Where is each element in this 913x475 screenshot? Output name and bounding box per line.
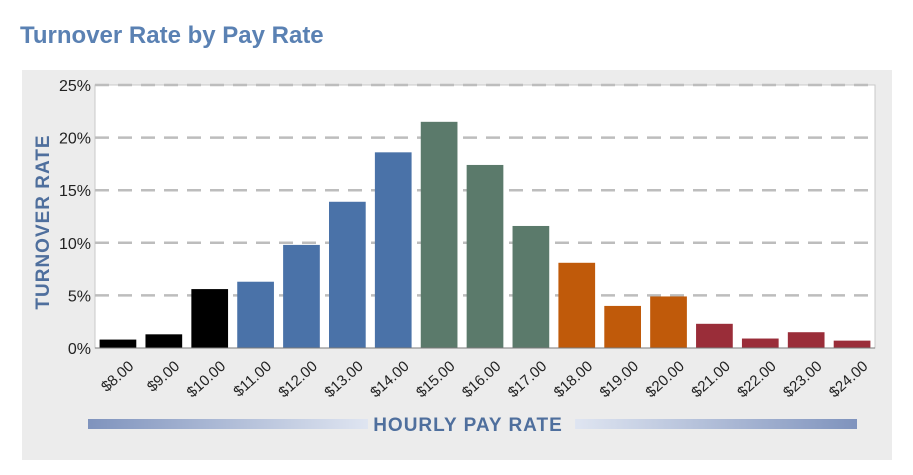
x-tick-label: $8.00 bbox=[98, 358, 137, 396]
bar bbox=[466, 164, 504, 348]
bar bbox=[741, 338, 779, 348]
bar bbox=[787, 332, 825, 348]
x-tick-label: $18.00 bbox=[551, 358, 596, 401]
chart-title: Turnover Rate by Pay Rate bbox=[20, 22, 324, 49]
x-tick-label: $17.00 bbox=[505, 358, 550, 401]
bar bbox=[283, 244, 320, 348]
x-tick-label: $13.00 bbox=[321, 358, 366, 401]
x-tick-label: $14.00 bbox=[367, 358, 412, 401]
y-tick-label: 10% bbox=[59, 236, 91, 253]
x-tick-label: $9.00 bbox=[144, 358, 183, 396]
bar bbox=[237, 281, 274, 348]
x-tick-label: $15.00 bbox=[413, 358, 458, 401]
x-tick-label: $24.00 bbox=[826, 358, 871, 401]
x-axis-label: HOURLY PAY RATE bbox=[373, 415, 563, 436]
y-tick-label: 25% bbox=[59, 78, 91, 95]
bar bbox=[145, 334, 183, 348]
y-tick-label: 0% bbox=[68, 341, 91, 358]
x-axis-label-bar-right bbox=[575, 419, 857, 429]
x-tick-label: $21.00 bbox=[688, 358, 733, 401]
bar bbox=[374, 152, 412, 348]
y-axis-label: TURNOVER RATE bbox=[33, 134, 54, 309]
x-axis-label-bar-left bbox=[88, 419, 368, 429]
x-tick-label: $19.00 bbox=[597, 358, 642, 401]
bar bbox=[650, 296, 687, 348]
y-tick-label: 20% bbox=[59, 131, 91, 148]
bar bbox=[420, 121, 458, 348]
x-tick-label: $23.00 bbox=[780, 358, 825, 401]
x-tick-label: $16.00 bbox=[459, 358, 504, 401]
x-tick-label: $22.00 bbox=[734, 358, 779, 401]
bar bbox=[191, 289, 229, 348]
bar bbox=[696, 323, 733, 348]
bar bbox=[512, 225, 550, 348]
x-tick-label: $20.00 bbox=[642, 358, 687, 401]
bar bbox=[558, 262, 596, 348]
y-tick-label: 15% bbox=[59, 183, 91, 200]
x-tick-label: $11.00 bbox=[230, 358, 275, 401]
x-tick-label: $12.00 bbox=[275, 358, 320, 401]
bar bbox=[833, 340, 871, 348]
x-tick-label: $10.00 bbox=[184, 358, 229, 401]
bar bbox=[99, 339, 137, 348]
bar bbox=[329, 201, 366, 348]
y-tick-label: 5% bbox=[68, 288, 91, 305]
bar bbox=[604, 305, 641, 348]
